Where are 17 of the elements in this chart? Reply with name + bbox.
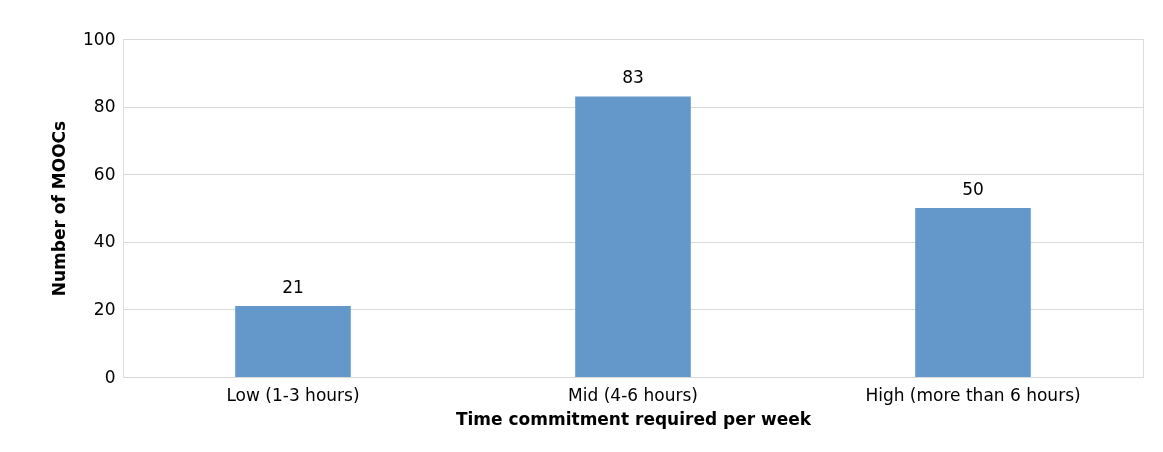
bar xyxy=(915,208,1031,377)
bar xyxy=(235,306,351,377)
x-tick-label: High (more than 6 hours) xyxy=(865,384,1081,405)
data-label: 21 xyxy=(282,277,304,298)
y-tick-label: 20 xyxy=(93,298,116,319)
y-tick-label: 80 xyxy=(93,96,116,117)
y-tick-label: 40 xyxy=(93,231,116,252)
y-tick-label: 0 xyxy=(104,366,116,387)
y-axis-title: Number of MOOCs xyxy=(49,120,70,297)
y-tick-label: 100 xyxy=(83,28,116,49)
data-label: 50 xyxy=(962,179,984,199)
x-tick-label: Mid (4-6 hours) xyxy=(568,384,698,405)
x-tick-label: Low (1-3 hours) xyxy=(226,384,360,405)
x-axis-title: Time commitment required per week xyxy=(455,408,812,429)
data-label: 83 xyxy=(622,67,644,88)
bar xyxy=(575,96,691,377)
y-tick-label: 60 xyxy=(93,163,116,184)
